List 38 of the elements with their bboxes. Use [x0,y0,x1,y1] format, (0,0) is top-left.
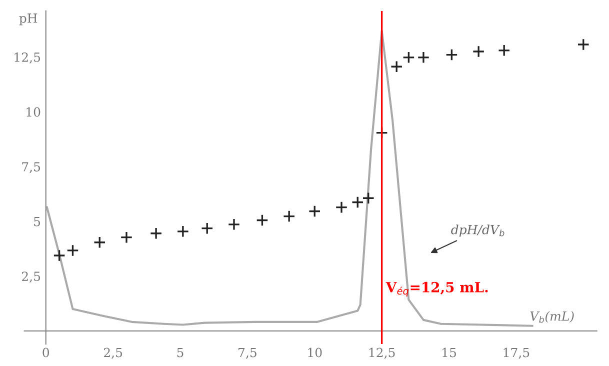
point [308,205,321,218]
point [335,201,348,214]
point [200,222,214,235]
point [472,45,485,58]
x-tick-label: 0 [42,348,50,358]
point [498,44,510,57]
point [402,51,415,64]
x-tick-label: 17,5 [504,348,530,359]
y-tick-label: 2,5 [22,272,40,283]
point [176,225,190,238]
point [445,48,458,62]
point [417,51,430,64]
x-tick-label: 15 [442,348,456,358]
point [351,196,364,208]
y-tick-label: 10 [26,107,40,117]
point [362,192,375,204]
point [93,236,106,249]
point [120,231,133,244]
x-axis-title: V$_{b}$(mL) [530,311,574,323]
point [390,60,403,73]
x-tick-label: 5 [177,348,184,358]
x-tick-label: 2,5 [104,348,122,359]
ref-line-label: V$_{éq}$=12,5 mL. [386,282,488,296]
point [66,244,79,257]
y-tick-label: 5 [34,216,40,226]
x-tick-label: 12,5 [369,348,395,359]
point [150,227,162,240]
y-axis-title: pH [19,14,38,26]
y-tick-label: 7,5 [22,162,40,174]
y-tick-label: 12,5 [14,52,40,64]
point [228,218,240,231]
x-tick-label: 7,5 [238,348,256,359]
point [577,38,590,51]
point [282,210,296,223]
point [256,214,268,226]
annotation: dpH/dV$_{b}$ [451,224,504,237]
x-tick-label: 10 [308,348,322,358]
point [53,249,66,262]
